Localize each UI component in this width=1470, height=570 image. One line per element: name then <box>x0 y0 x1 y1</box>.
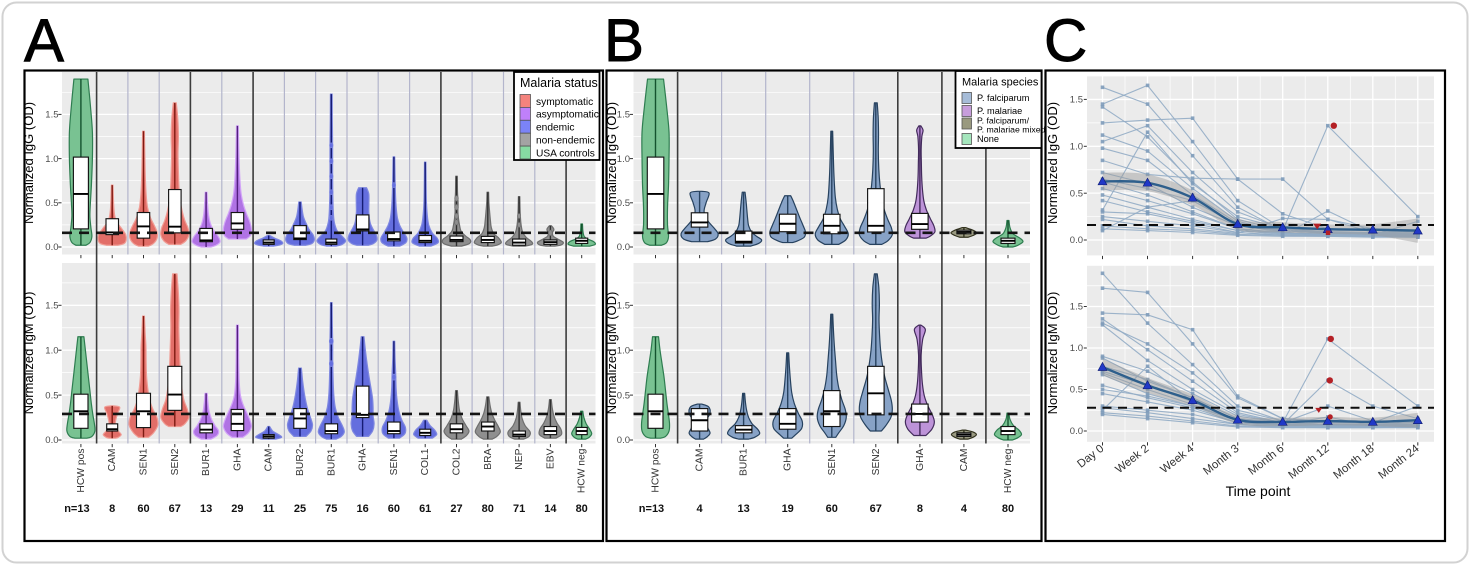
svg-text:13: 13 <box>200 503 212 515</box>
svg-text:1.5: 1.5 <box>617 301 630 312</box>
svg-text:61: 61 <box>419 503 431 515</box>
svg-text:0.0: 0.0 <box>1070 235 1083 246</box>
svg-text:CAM: CAM <box>695 449 706 472</box>
svg-text:67: 67 <box>169 503 181 515</box>
svg-text:Normalized IgM (OD): Normalized IgM (OD) <box>604 292 619 415</box>
svg-text:1.5: 1.5 <box>1070 302 1083 313</box>
svg-text:non-endemic: non-endemic <box>536 136 595 147</box>
svg-text:EBV: EBV <box>545 448 556 469</box>
svg-text:Malaria species: Malaria species <box>962 77 1039 89</box>
svg-text:1.5: 1.5 <box>45 110 58 121</box>
svg-text:HCW neg: HCW neg <box>1003 448 1014 493</box>
svg-text:P. falciparum/: P. falciparum/ <box>977 115 1030 125</box>
svg-text:P. malariae: P. malariae <box>977 106 1022 116</box>
svg-text:0.5: 0.5 <box>617 390 630 401</box>
svg-text:80: 80 <box>482 503 494 515</box>
svg-text:Normalized IgG (OD): Normalized IgG (OD) <box>1045 102 1060 224</box>
svg-text:80: 80 <box>576 503 588 515</box>
svg-text:0.5: 0.5 <box>1070 188 1083 199</box>
svg-text:80: 80 <box>1002 503 1014 515</box>
svg-text:Normalized IgG (OD): Normalized IgG (OD) <box>21 102 36 224</box>
svg-text:16: 16 <box>356 503 368 515</box>
svg-text:endemic: endemic <box>536 123 575 134</box>
svg-text:B: B <box>604 7 644 74</box>
svg-text:71: 71 <box>513 503 525 515</box>
svg-text:BUR1: BUR1 <box>201 448 212 476</box>
svg-text:BRA: BRA <box>483 448 494 469</box>
svg-text:None: None <box>977 134 999 144</box>
svg-text:P. malariae mixed: P. malariae mixed <box>977 124 1046 134</box>
svg-text:SEN1: SEN1 <box>389 448 400 475</box>
svg-text:COL1: COL1 <box>420 448 431 475</box>
svg-text:Malaria status: Malaria status <box>520 76 598 90</box>
svg-text:0.0: 0.0 <box>617 435 630 446</box>
svg-text:60: 60 <box>826 503 838 515</box>
svg-text:1.5: 1.5 <box>617 110 630 121</box>
svg-text:HCW pos: HCW pos <box>651 449 662 493</box>
svg-text:A: A <box>24 7 64 74</box>
svg-text:60: 60 <box>137 503 149 515</box>
svg-text:GHA: GHA <box>358 448 369 470</box>
svg-text:BUR1: BUR1 <box>739 448 750 476</box>
svg-text:USA controls: USA controls <box>536 148 595 159</box>
svg-text:75: 75 <box>325 503 337 515</box>
svg-text:n=13: n=13 <box>639 503 664 515</box>
svg-text:4: 4 <box>697 503 704 515</box>
svg-text:SEN1: SEN1 <box>827 448 838 475</box>
svg-text:COL2: COL2 <box>452 448 463 475</box>
svg-text:1.0: 1.0 <box>45 345 58 356</box>
svg-text:1.0: 1.0 <box>1070 343 1083 354</box>
svg-text:SEN2: SEN2 <box>871 448 882 475</box>
svg-text:29: 29 <box>231 503 243 515</box>
svg-text:0.5: 0.5 <box>45 390 58 401</box>
svg-text:1.0: 1.0 <box>45 154 58 165</box>
svg-text:GHA: GHA <box>232 448 243 470</box>
svg-text:0.0: 0.0 <box>1070 426 1083 437</box>
svg-text:CAM: CAM <box>264 449 275 472</box>
svg-text:n=13: n=13 <box>64 503 89 515</box>
svg-text:13: 13 <box>737 503 749 515</box>
svg-text:GHA: GHA <box>915 448 926 470</box>
svg-text:Normalized IgM (OD): Normalized IgM (OD) <box>21 292 36 415</box>
svg-text:1.0: 1.0 <box>617 154 630 165</box>
svg-text:1.0: 1.0 <box>617 345 630 356</box>
svg-text:0.0: 0.0 <box>617 242 630 253</box>
svg-text:0.5: 0.5 <box>1070 385 1083 396</box>
svg-text:CAM: CAM <box>107 449 118 472</box>
svg-text:1.5: 1.5 <box>1070 95 1083 106</box>
svg-text:1.5: 1.5 <box>45 301 58 312</box>
svg-text:27: 27 <box>450 503 462 515</box>
svg-text:CAM: CAM <box>959 449 970 472</box>
svg-text:0.0: 0.0 <box>45 242 58 253</box>
svg-text:14: 14 <box>544 503 557 515</box>
svg-text:19: 19 <box>782 503 794 515</box>
svg-text:HCW neg: HCW neg <box>577 448 588 493</box>
svg-text:8: 8 <box>917 503 923 515</box>
svg-text:0.0: 0.0 <box>45 435 58 446</box>
svg-text:symptomatic: symptomatic <box>536 97 593 108</box>
svg-text:P. falciparum: P. falciparum <box>977 93 1030 103</box>
svg-text:11: 11 <box>263 503 275 515</box>
svg-text:25: 25 <box>294 503 306 515</box>
svg-text:C: C <box>1044 7 1087 74</box>
svg-text:0.5: 0.5 <box>617 198 630 209</box>
svg-text:HCW pos: HCW pos <box>76 449 87 493</box>
svg-text:BUR2: BUR2 <box>295 448 306 476</box>
svg-text:1.0: 1.0 <box>1070 142 1083 153</box>
svg-text:asymptomatic: asymptomatic <box>536 110 599 121</box>
svg-text:Normalized IgG (OD): Normalized IgG (OD) <box>604 102 619 224</box>
svg-text:4: 4 <box>961 503 968 515</box>
svg-text:8: 8 <box>109 503 115 515</box>
svg-text:SEN2: SEN2 <box>170 448 181 475</box>
svg-text:60: 60 <box>388 503 400 515</box>
svg-text:SEN1: SEN1 <box>139 448 150 475</box>
svg-text:BUR1: BUR1 <box>326 448 337 476</box>
svg-text:NEP: NEP <box>514 448 525 469</box>
svg-text:0.5: 0.5 <box>45 198 58 209</box>
svg-text:Normalized IgM (OD): Normalized IgM (OD) <box>1045 292 1060 415</box>
svg-text:GHA: GHA <box>783 448 794 470</box>
svg-text:Time point: Time point <box>1226 483 1291 499</box>
svg-text:67: 67 <box>870 503 882 515</box>
